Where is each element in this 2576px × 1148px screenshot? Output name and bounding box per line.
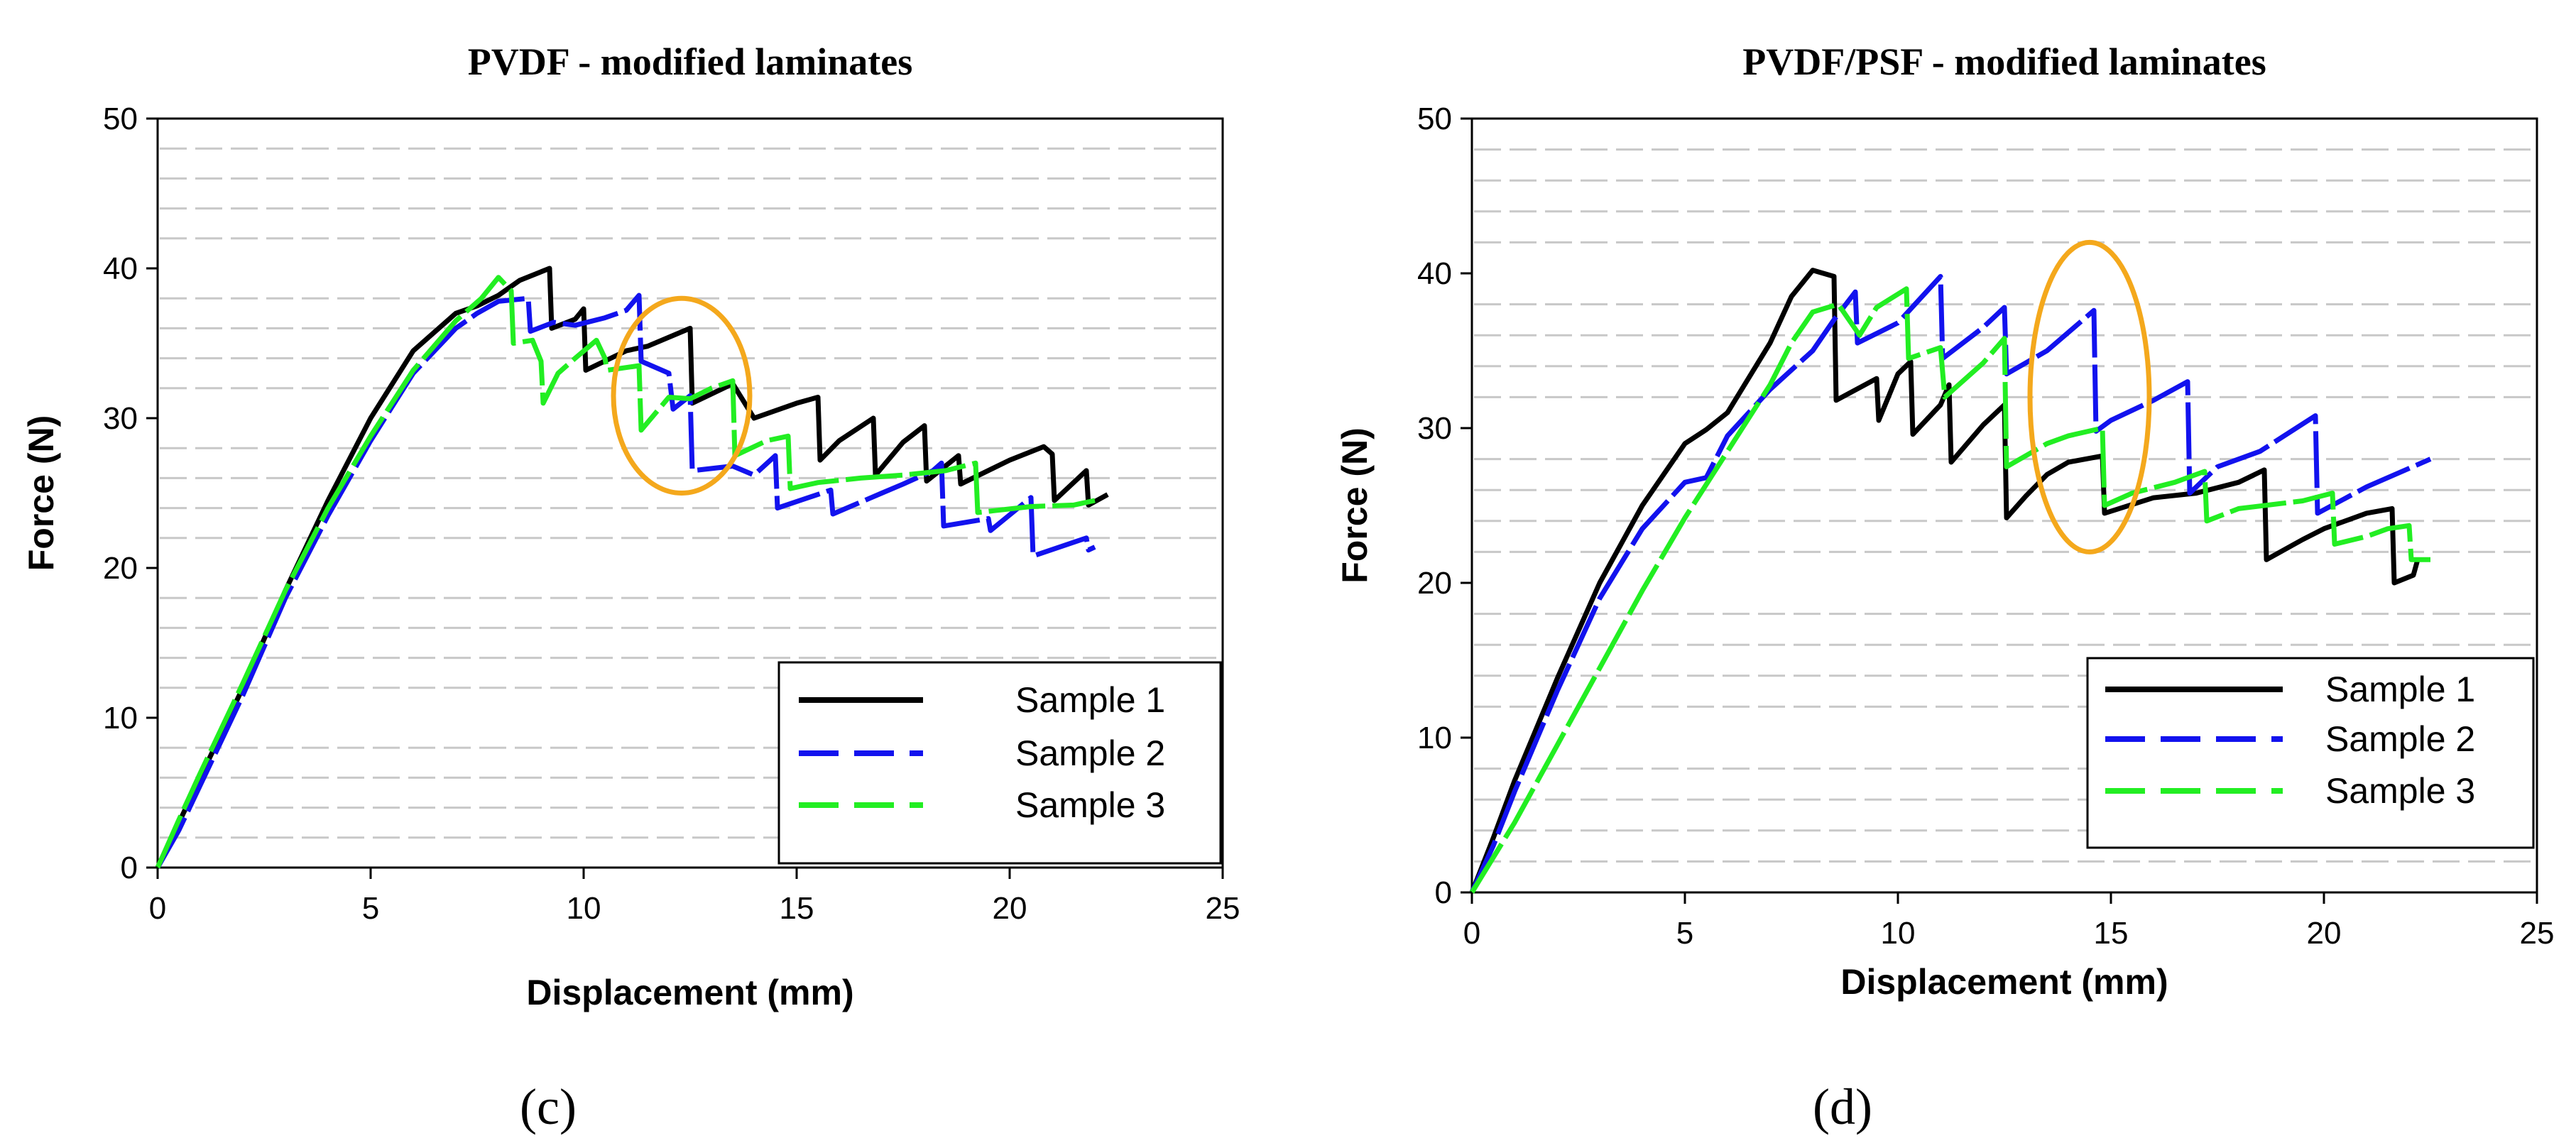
y-axis-label: Force (N) [21, 415, 61, 571]
y-tick-label: 20 [103, 551, 138, 586]
x-tick-label: 0 [1463, 916, 1480, 951]
panel-label: (d) [1813, 1078, 1872, 1135]
y-tick-label: 10 [1417, 721, 1452, 755]
y-tick-label: 50 [1417, 102, 1452, 136]
y-tick-label: 10 [103, 701, 138, 736]
y-tick-label: 20 [1417, 566, 1452, 601]
y-tick-label: 50 [103, 102, 138, 136]
y-tick-label: 30 [103, 401, 138, 436]
x-tick-label: 25 [1206, 891, 1240, 926]
legend-label-sample-1: Sample 1 [2325, 669, 2475, 709]
series-line-sample-3 [1470, 286, 2430, 894]
chart-title: PVDF - modified laminates [468, 40, 912, 83]
axes: 0 10 20 30 40 50 0 5 10 15 20 25 [103, 102, 1240, 926]
legend-label-sample-3: Sample 3 [1015, 785, 1165, 825]
x-tick-label: 15 [2094, 916, 2129, 951]
legend-label-sample-2: Sample 2 [1015, 733, 1165, 773]
highlight-ellipse [2027, 239, 2152, 554]
axes: 0 10 20 30 40 50 0 5 10 15 20 25 [1417, 102, 2554, 951]
x-tick-label: 20 [993, 891, 1027, 926]
chart-panel-c: 0 10 20 30 40 50 0 5 10 15 20 25 PVDF - modified la… [21, 40, 1240, 1135]
y-tick-label: 0 [1435, 875, 1452, 910]
x-axis-label: Displacement (mm) [1840, 962, 2168, 1002]
x-tick-label: 5 [1676, 916, 1693, 951]
y-axis-label: Force (N) [1335, 427, 1375, 583]
x-tick-label: 10 [1881, 916, 1916, 951]
legend-frame [777, 661, 1222, 865]
x-tick-label: 0 [149, 891, 166, 926]
panel-label: (c) [520, 1078, 577, 1135]
series-group [1469, 268, 2432, 894]
legend-label-sample-3: Sample 3 [2325, 771, 2475, 811]
x-tick-label: 25 [2520, 916, 2555, 951]
x-tick-label: 15 [780, 891, 814, 926]
x-tick-label: 10 [567, 891, 601, 926]
y-tick-label: 0 [121, 851, 138, 885]
legend-label-sample-1: Sample 1 [1015, 680, 1165, 720]
series-group [155, 266, 1109, 869]
y-tick-label: 30 [1417, 411, 1452, 446]
legend-label-sample-2: Sample 2 [2325, 719, 2475, 759]
plot-area-frame [1470, 117, 2538, 894]
chart-title: PVDF/PSF - modified laminates [1742, 40, 2266, 83]
y-tick-label: 40 [1417, 256, 1452, 291]
plot-area-frame [156, 117, 1224, 869]
series-line-sample-3 [155, 275, 1096, 869]
x-tick-label: 20 [2307, 916, 2342, 951]
x-tick-label: 5 [362, 891, 379, 926]
legend: Sample 1 Sample 2 Sample 3 [777, 661, 1222, 865]
series-line-sample-1 [1469, 268, 2421, 894]
legend: Sample 1 Sample 2 Sample 3 [2086, 657, 2535, 849]
x-axis-label: Displacement (mm) [526, 973, 853, 1012]
highlight-ellipse [611, 295, 753, 496]
chart-panel-d: 0 10 20 30 40 50 0 5 10 15 20 25 PVDF/PSF - modifie… [1335, 40, 2554, 1135]
y-tick-label: 40 [103, 251, 138, 286]
